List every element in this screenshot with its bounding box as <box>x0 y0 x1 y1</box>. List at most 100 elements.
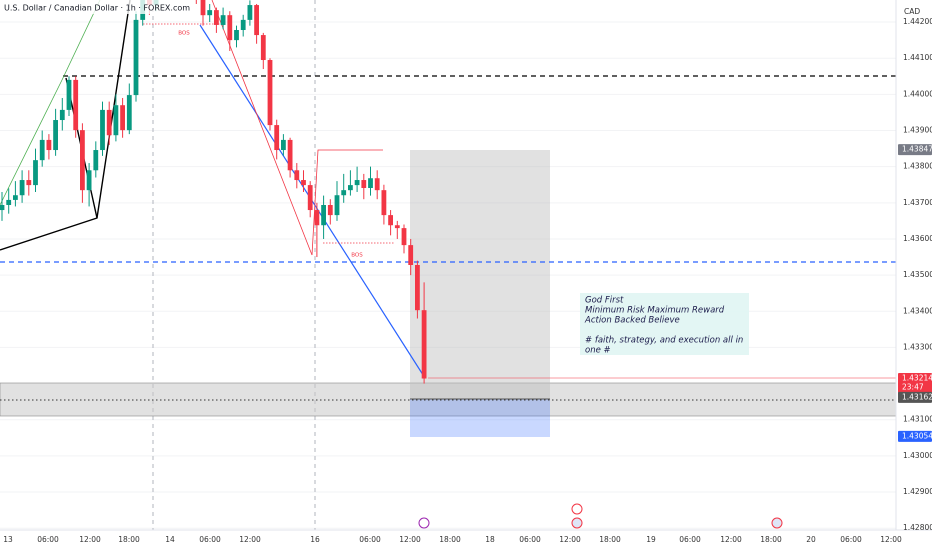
candle-body <box>0 204 5 211</box>
candle-body <box>307 185 313 211</box>
candle-body <box>368 178 373 188</box>
range-line <box>311 149 383 256</box>
candle-body <box>240 19 246 31</box>
candle-body <box>408 245 414 265</box>
price-label-box <box>898 144 932 156</box>
note-line: one # <box>585 346 611 356</box>
candle-body <box>120 105 125 131</box>
x-tick-label: 18 <box>485 535 495 544</box>
candle-body <box>33 160 38 186</box>
note-box <box>580 293 749 355</box>
x-tick-label: 18:00 <box>599 535 621 544</box>
candle-body <box>100 109 105 151</box>
x-tick-label: 20 <box>806 535 816 544</box>
x-tick-label: 12:00 <box>79 535 101 544</box>
event-icon[interactable] <box>571 503 583 515</box>
candle-body <box>287 139 293 171</box>
candle-body <box>247 5 253 20</box>
y-tick-label: 1.43600 <box>903 234 932 243</box>
price-label: 1.43054 <box>902 431 932 440</box>
candle-body <box>334 195 340 216</box>
price-label: 1.43162 <box>902 392 932 401</box>
x-tick-label: 16 <box>310 535 320 544</box>
candle-body <box>59 109 65 121</box>
title-bg <box>0 0 165 14</box>
note-line: # faith, strategy, and execution all in <box>585 336 743 346</box>
candle-body <box>254 5 259 36</box>
candle-body <box>126 95 132 131</box>
candle-body <box>19 180 25 196</box>
candle-body <box>381 190 387 216</box>
y-tick-label: 1.43300 <box>903 342 932 351</box>
candle-body <box>66 79 72 110</box>
candle-body <box>73 79 79 131</box>
event-icon[interactable] <box>571 517 583 529</box>
countdown: 23:47 <box>902 383 924 392</box>
note-line: Action Backed Believe <box>584 316 680 326</box>
x-tick-label: 18:00 <box>439 535 461 544</box>
y-tick-label: 1.44000 <box>903 89 932 98</box>
candle-body <box>133 19 139 96</box>
bos-label: BOS <box>178 31 190 37</box>
x-tick-label: 19 <box>646 535 656 544</box>
candle-body <box>46 139 52 151</box>
y-tick-label: 1.43100 <box>903 415 932 424</box>
x-tick-label: 06:00 <box>840 535 862 544</box>
candle-body <box>39 139 45 161</box>
candle-body <box>106 109 112 136</box>
position-stop <box>410 150 550 399</box>
x-tick-label: 06:00 <box>519 535 541 544</box>
trend-line <box>211 0 313 256</box>
candle-body <box>274 125 280 151</box>
y-tick-label: 1.43500 <box>903 270 932 279</box>
event-icons <box>418 503 783 529</box>
price-label-box <box>898 373 932 394</box>
candle-body <box>348 185 353 191</box>
y-tick-label: 1.43700 <box>903 198 932 207</box>
candle-body <box>80 130 85 191</box>
candle-body <box>227 15 233 41</box>
candle-body <box>341 190 347 196</box>
candle-body <box>93 150 99 171</box>
candle-body <box>354 180 360 186</box>
price-label-box <box>898 430 932 442</box>
x-tick-label: 18:00 <box>118 535 140 544</box>
y-tick-label: 1.43900 <box>903 126 932 135</box>
y-tick-label: 1.42900 <box>903 487 932 496</box>
x-tick-label: 13 <box>3 535 13 544</box>
candle-body <box>86 170 92 191</box>
candle-body <box>361 180 367 188</box>
currency-label: CAD <box>904 7 920 16</box>
candle-body <box>214 10 219 25</box>
candle-body <box>314 210 320 226</box>
trend-line <box>0 79 63 206</box>
bos-label: BOS <box>351 253 363 259</box>
candle-body <box>415 265 420 311</box>
x-tick-label: 12:00 <box>399 535 421 544</box>
candle-body <box>260 35 266 61</box>
x-tick-label: 14 <box>165 535 175 544</box>
candle-body <box>207 10 213 16</box>
candle-body <box>281 139 286 151</box>
candle-body <box>220 15 226 25</box>
x-tick-label: 12:00 <box>239 535 261 544</box>
event-icon[interactable] <box>771 517 783 529</box>
candles <box>0 0 427 384</box>
candle-body <box>294 170 300 181</box>
candle-body <box>26 180 32 186</box>
x-tick-label: 06:00 <box>679 535 701 544</box>
position-target <box>410 399 550 437</box>
y-tick-label: 1.44100 <box>903 53 932 62</box>
candle-body <box>13 195 18 200</box>
candle-body <box>321 204 326 226</box>
candle-body <box>234 30 239 41</box>
y-tick-label: 1.43400 <box>903 306 932 315</box>
event-icon[interactable] <box>418 517 430 529</box>
y-tick-label: 1.42800 <box>903 523 932 532</box>
axes: 1.44200 1.44100 1.44000 1.43900 1.43800 1.437… <box>3 17 932 544</box>
candle-body <box>113 105 119 136</box>
x-tick-label: 18:00 <box>760 535 782 544</box>
candle-body <box>6 199 12 205</box>
note-line: God First <box>585 296 624 306</box>
